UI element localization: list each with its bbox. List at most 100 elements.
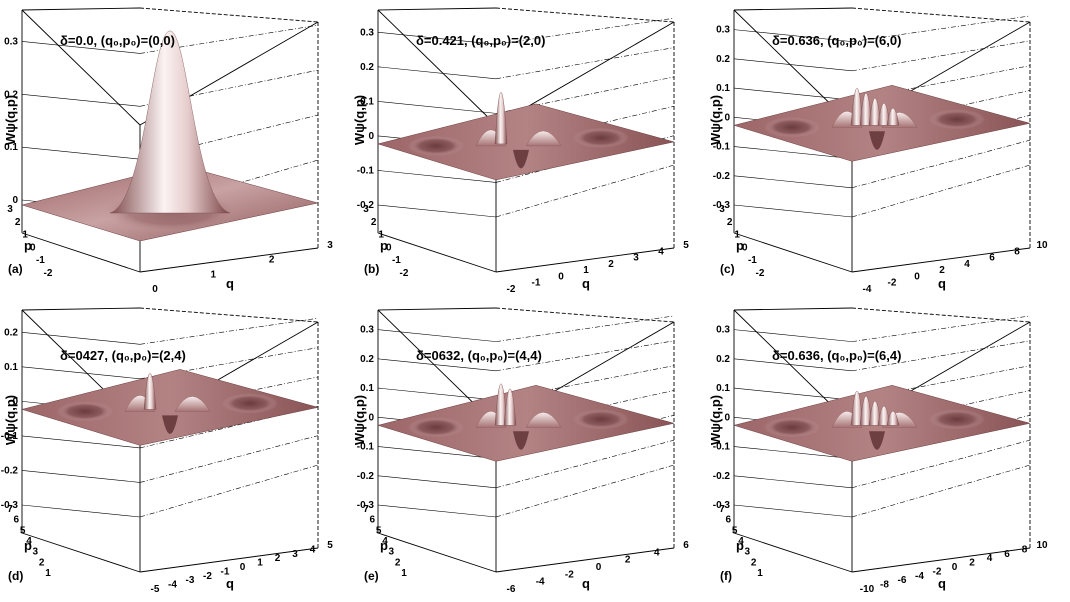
surface-negative-spike [513, 431, 529, 450]
p-tick-label: 2 [395, 557, 401, 568]
p-tick-label: 1 [22, 230, 28, 241]
surface-negative-spike [869, 431, 885, 450]
axis-line [851, 547, 1031, 573]
q-tick-label: 3 [292, 549, 298, 560]
panel-label: (d) [8, 569, 23, 583]
surface-lobe [174, 396, 211, 412]
z-tick-label: 0.2 [360, 354, 374, 365]
q-tick-label: -2 [203, 571, 212, 582]
axis-line [139, 7, 319, 23]
z-tick-label: -0.3 [357, 500, 375, 511]
axis-line [733, 58, 853, 72]
axis-line [21, 532, 141, 573]
z-tick-label: -0.1 [713, 142, 731, 153]
p-tick-label: 6 [14, 515, 20, 526]
panel-label: (e) [364, 569, 379, 583]
q-tick-label: 10 [1036, 540, 1048, 551]
q-axis-label: q [226, 576, 234, 591]
axis-line [851, 439, 1031, 489]
q-tick-label: 2 [269, 255, 275, 266]
axis-line [851, 139, 1031, 189]
panel-label: (a) [8, 262, 23, 276]
surface-dip [573, 409, 629, 430]
axis-line [733, 7, 853, 11]
z-axis-label: Wψ(q,p) [708, 95, 723, 145]
axis-line [733, 204, 853, 218]
z-tick-label: 0.3 [716, 25, 730, 36]
p-tick-label: 5 [376, 525, 382, 536]
p-tick-label: 1 [734, 230, 740, 241]
z-tick-label: -0.3 [1, 500, 19, 511]
q-axis-label: q [226, 276, 234, 291]
axis-line [21, 366, 141, 380]
q-axis-label: q [938, 576, 946, 591]
surface-ridge [503, 388, 517, 426]
q-tick-label: 3 [327, 240, 333, 251]
axis-line [733, 175, 853, 189]
p-tick-label: -2 [400, 268, 409, 279]
axis-line [21, 504, 141, 518]
axis-line [377, 532, 497, 573]
q-tick-label: -1 [221, 566, 230, 577]
axis-line [139, 547, 319, 573]
p-tick-label: 6 [726, 515, 732, 526]
q-tick-label: 2 [939, 265, 945, 276]
q-tick-label: 4 [654, 547, 660, 558]
surface-ridge [143, 373, 157, 410]
z-tick-label: 0 [724, 112, 730, 123]
q-tick-label: -4 [863, 284, 872, 295]
surface-dip [222, 393, 278, 414]
panel-label: (c) [720, 262, 735, 276]
surface-dip [764, 117, 820, 138]
p-tick-label: 6 [370, 515, 376, 526]
panel-c: 0.3 0.2 0.1 0 -0.1 -0.2 -0.3 δ=0.636, (q₀,p₀)=(… [708, 7, 1048, 295]
axis-line [377, 31, 497, 45]
q-tick-label: 8 [1022, 544, 1028, 555]
axis-line [495, 247, 675, 273]
q-tick-label: 6 [1004, 549, 1010, 560]
axis-line [377, 504, 497, 518]
axis-line [377, 232, 497, 273]
p-axis-label: p [736, 538, 744, 553]
p-tick-label: 4 [382, 536, 388, 547]
q-axis-label: q [938, 276, 946, 291]
z-tick-label: -0.1 [713, 442, 731, 453]
z-tick-label: 0.3 [716, 325, 730, 336]
z-tick-label: -0.2 [713, 471, 731, 482]
p-tick-label: 2 [751, 557, 757, 568]
axis-line [733, 387, 853, 401]
axis-line [851, 247, 1031, 273]
q-tick-label: 2 [625, 555, 631, 566]
q-tick-label: 5 [327, 540, 333, 551]
p-axis-label: p [24, 238, 32, 253]
surface-dip [408, 135, 464, 156]
axis-line [733, 307, 853, 311]
axis-line [851, 340, 1031, 372]
q-tick-label: -1 [532, 278, 541, 289]
q-tick-label: 0 [152, 284, 158, 295]
q-axis-label: q [582, 276, 590, 291]
surface-dip [764, 417, 820, 438]
q-tick-label: -4 [915, 571, 924, 582]
q-tick-label: 0 [952, 562, 958, 573]
p-tick-label: -1 [392, 255, 401, 266]
axis-line [733, 146, 853, 159]
q-tick-label: 2 [275, 553, 281, 564]
q-tick-label: 1 [211, 269, 217, 280]
q-tick-label: -2 [565, 569, 574, 580]
axis-line [139, 307, 319, 323]
axis-line [21, 470, 141, 483]
z-tick-label: 0.2 [716, 354, 730, 365]
axis-line [377, 101, 497, 114]
axis-line [733, 232, 853, 273]
axis-line [495, 464, 675, 518]
surface-dip [408, 417, 464, 438]
surface-plane [377, 385, 675, 462]
p-tick-label: 0 [386, 242, 392, 253]
p-tick-label: 3 [33, 547, 39, 558]
p-axis-label: p [24, 538, 32, 553]
z-tick-label: -0.2 [357, 471, 375, 482]
axis-line [733, 532, 853, 573]
q-tick-label: -6 [507, 584, 516, 595]
axis-line [851, 464, 1031, 518]
